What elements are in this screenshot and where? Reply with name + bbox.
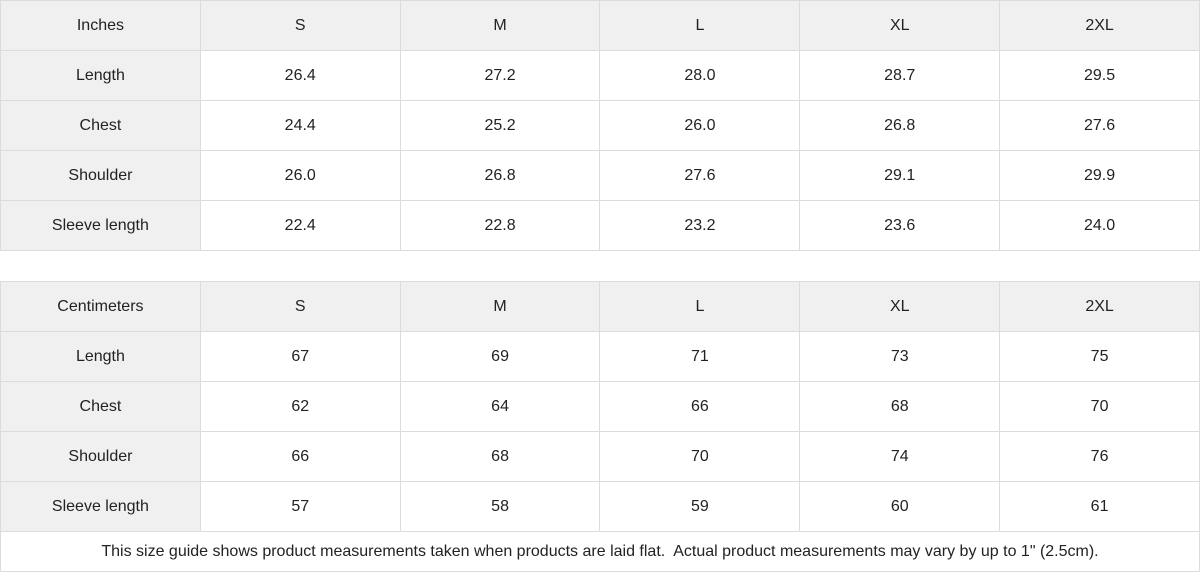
value-cell: 70: [999, 381, 1200, 432]
value-cell: 26.8: [799, 100, 1001, 151]
unit-header: Inches: [0, 0, 201, 51]
size-header-l: L: [599, 0, 801, 51]
value-cell: 64: [399, 381, 601, 432]
table-gap: [0, 251, 1200, 281]
value-cell: 71: [599, 331, 801, 382]
table-row: Chest 24.4 25.2 26.0 26.8 27.6: [0, 100, 1200, 151]
table-row: Sleeve length 57 58 59 60 61: [0, 481, 1200, 532]
value-cell: 26.0: [199, 150, 401, 201]
value-cell: 60: [799, 481, 1001, 532]
value-cell: 28.7: [799, 50, 1001, 101]
value-cell: 22.8: [399, 200, 601, 251]
value-cell: 73: [799, 331, 1001, 382]
value-cell: 66: [199, 431, 401, 482]
value-cell: 24.4: [199, 100, 401, 151]
value-cell: 59: [599, 481, 801, 532]
value-cell: 26.4: [199, 50, 401, 101]
size-header-s: S: [199, 281, 401, 332]
value-cell: 27.6: [999, 100, 1200, 151]
value-cell: 27.2: [399, 50, 601, 101]
row-label: Sleeve length: [0, 200, 201, 251]
value-cell: 57: [199, 481, 401, 532]
value-cell: 23.2: [599, 200, 801, 251]
table-row: Length 26.4 27.2 28.0 28.7 29.5: [0, 50, 1200, 101]
value-cell: 58: [399, 481, 601, 532]
value-cell: 24.0: [999, 200, 1200, 251]
value-cell: 26.0: [599, 100, 801, 151]
size-header-m: M: [399, 281, 601, 332]
row-label: Shoulder: [0, 150, 201, 201]
value-cell: 66: [599, 381, 801, 432]
table-row: Shoulder 66 68 70 74 76: [0, 431, 1200, 482]
value-cell: 68: [399, 431, 601, 482]
value-cell: 25.2: [399, 100, 601, 151]
table-row: Sleeve length 22.4 22.8 23.2 23.6 24.0: [0, 200, 1200, 251]
value-cell: 29.1: [799, 150, 1001, 201]
row-label: Length: [0, 50, 201, 101]
table-header-row: Centimeters S M L XL 2XL: [0, 281, 1200, 332]
size-header-2xl: 2XL: [999, 0, 1200, 51]
value-cell: 70: [599, 431, 801, 482]
row-label: Shoulder: [0, 431, 201, 482]
value-cell: 68: [799, 381, 1001, 432]
value-cell: 76: [999, 431, 1200, 482]
size-table-inches: Inches S M L XL 2XL Length 26.4 27.2 28.…: [0, 0, 1200, 251]
value-cell: 22.4: [199, 200, 401, 251]
value-cell: 23.6: [799, 200, 1001, 251]
value-cell: 28.0: [599, 50, 801, 101]
row-label: Length: [0, 331, 201, 382]
value-cell: 61: [999, 481, 1200, 532]
value-cell: 27.6: [599, 150, 801, 201]
value-cell: 69: [399, 331, 601, 382]
size-header-l: L: [599, 281, 801, 332]
value-cell: 26.8: [399, 150, 601, 201]
size-header-xl: XL: [799, 281, 1001, 332]
value-cell: 75: [999, 331, 1200, 382]
value-cell: 62: [199, 381, 401, 432]
table-row: Chest 62 64 66 68 70: [0, 381, 1200, 432]
value-cell: 29.5: [999, 50, 1200, 101]
unit-header: Centimeters: [0, 281, 201, 332]
size-header-s: S: [199, 0, 401, 51]
size-header-m: M: [399, 0, 601, 51]
value-cell: 29.9: [999, 150, 1200, 201]
row-label: Chest: [0, 381, 201, 432]
table-header-row: Inches S M L XL 2XL: [0, 0, 1200, 51]
size-header-2xl: 2XL: [999, 281, 1200, 332]
table-row: Shoulder 26.0 26.8 27.6 29.1 29.9: [0, 150, 1200, 201]
value-cell: 74: [799, 431, 1001, 482]
row-label: Sleeve length: [0, 481, 201, 532]
size-table-centimeters: Centimeters S M L XL 2XL Length 67 69 71…: [0, 281, 1200, 532]
table-row: Length 67 69 71 73 75: [0, 331, 1200, 382]
row-label: Chest: [0, 100, 201, 151]
size-guide-note: This size guide shows product measuremen…: [0, 532, 1200, 572]
size-header-xl: XL: [799, 0, 1001, 51]
value-cell: 67: [199, 331, 401, 382]
